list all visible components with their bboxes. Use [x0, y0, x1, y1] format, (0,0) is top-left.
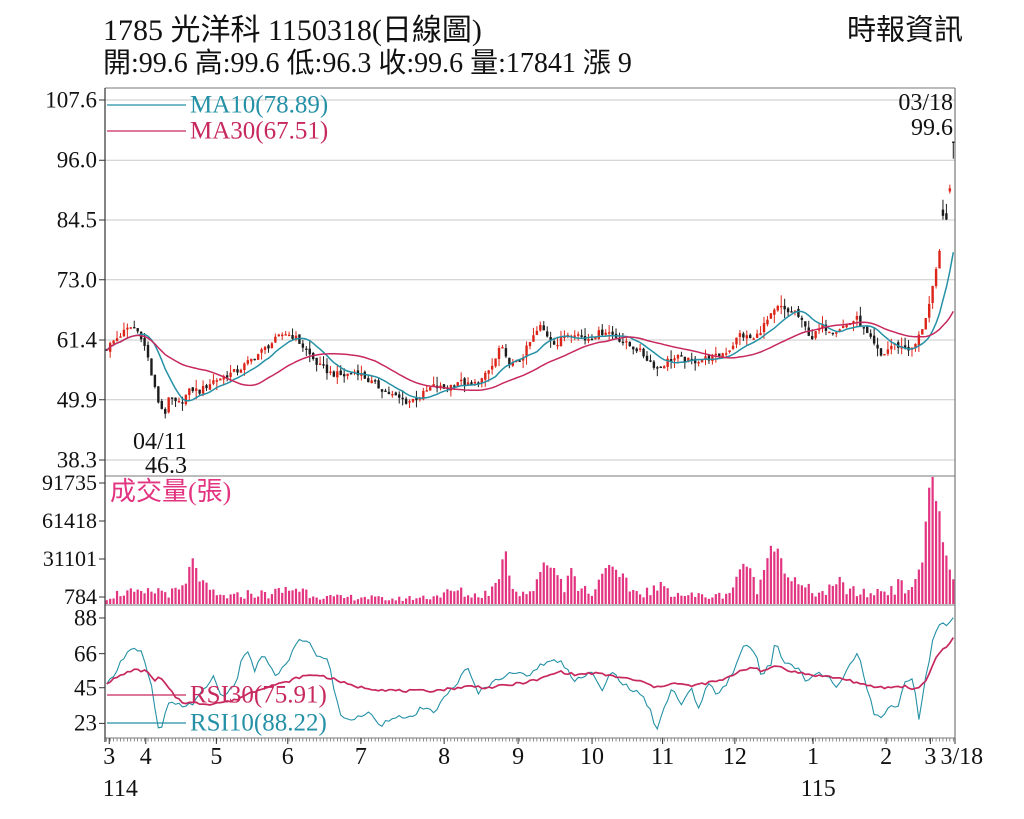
ma10-legend-label: MA10(78.89) — [190, 91, 329, 119]
rsi10-legend-label: RSI10(88.22) — [190, 709, 327, 737]
price-axis-tick: 38.3 — [56, 447, 97, 473]
month-axis-tick: 6 — [281, 744, 294, 770]
month-axis-tick: 12 — [722, 744, 747, 770]
month-axis-tick: 3/18 — [940, 744, 984, 770]
volume-axis-tick: 31101 — [42, 546, 97, 571]
month-axis-tick: 5 — [210, 744, 223, 770]
price-axis-tick: 84.5 — [56, 207, 97, 233]
ma30-legend-label: MA30(67.51) — [190, 117, 329, 145]
annotation-peak-value: 99.6 — [911, 115, 953, 141]
price-axis-tick: 96.0 — [56, 147, 97, 173]
data-source-label: 時報資訊 — [846, 14, 963, 47]
month-axis-tick: 4 — [139, 744, 152, 770]
volume-axis-tick: 784 — [64, 584, 97, 609]
month-axis-tick: 8 — [438, 744, 451, 770]
year-axis-tick: 115 — [800, 776, 836, 802]
month-axis-tick: 11 — [651, 744, 675, 770]
volume-panel-title: 成交量(張) — [110, 477, 232, 506]
month-axis-tick: 7 — [354, 744, 367, 770]
rsi-axis-tick: 66 — [74, 641, 97, 667]
annotation-peak-date: 03/18 — [898, 90, 953, 116]
page-title: 1785 光洋科 1150318(日線圖) — [103, 14, 482, 47]
month-axis-tick: 10 — [580, 744, 605, 770]
year-axis-tick: 114 — [102, 776, 138, 802]
annotation-low-date: 04/11 — [133, 429, 187, 455]
rsi-axis-tick: 88 — [74, 605, 97, 631]
month-axis-tick: 1 — [807, 744, 820, 770]
price-axis-tick: 61.4 — [56, 327, 97, 353]
month-axis-tick: 3 — [103, 744, 116, 770]
annotation-low-value: 46.3 — [145, 453, 187, 479]
price-axis-tick: 73.0 — [56, 267, 97, 293]
month-axis-tick: 9 — [512, 744, 525, 770]
month-axis-tick: 2 — [880, 744, 893, 770]
rsi-axis-tick: 45 — [74, 675, 97, 701]
ohlc-quote-line: 開:99.6 高:99.6 低:96.3 收:99.6 量:17841 漲 9 — [103, 48, 632, 79]
rsi30-legend-label: RSI30(75.91) — [190, 681, 327, 709]
price-axis-tick: 107.6 — [45, 87, 97, 113]
volume-axis-tick: 91735 — [42, 470, 97, 495]
month-axis-tick: 3 — [924, 744, 937, 770]
price-axis-tick: 49.9 — [56, 387, 97, 413]
volume-axis-tick: 61418 — [42, 508, 97, 533]
rsi-axis-tick: 23 — [74, 710, 97, 736]
